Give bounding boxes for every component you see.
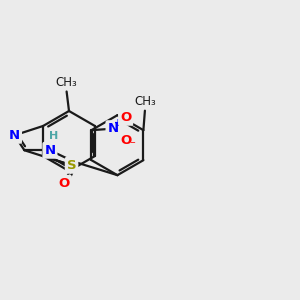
Text: O: O [120,111,131,124]
Text: O: O [120,134,131,147]
Text: H: H [49,131,58,141]
Text: ⁻: ⁻ [129,140,135,151]
Text: +: + [114,118,122,128]
Text: S: S [67,159,76,172]
Text: N: N [107,122,118,135]
Text: O: O [59,177,70,190]
Text: N: N [9,129,20,142]
Text: CH₃: CH₃ [56,76,77,88]
Text: N: N [44,144,56,157]
Text: CH₃: CH₃ [134,95,156,108]
